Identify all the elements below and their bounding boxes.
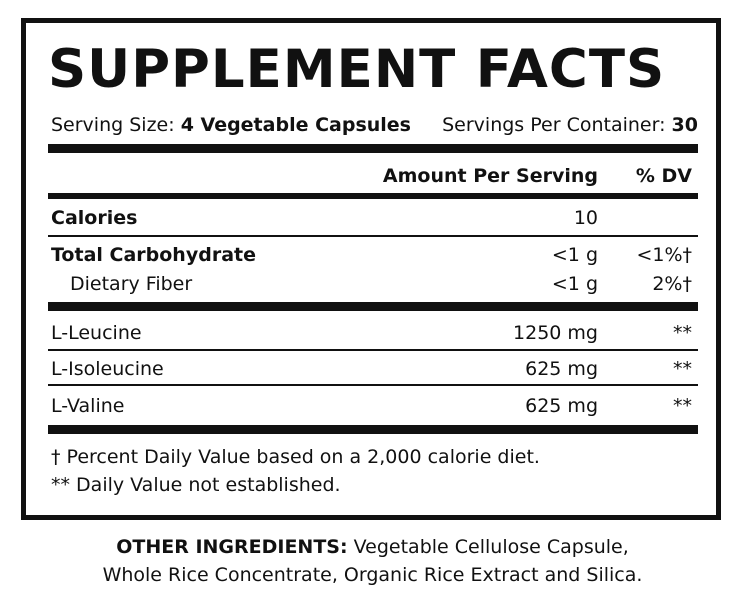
panel-title: SUPPLEMENT FACTS [48, 39, 666, 100]
divider-thin [48, 235, 698, 237]
row-amount: 625 mg [525, 358, 598, 380]
row-amount: <1 g [551, 244, 598, 266]
divider-thick [48, 144, 698, 153]
footnote-dv-not-established: ** Daily Value not established. [51, 474, 341, 496]
other-ingredients-line1: OTHER INGREDIENTS: Vegetable Cellulose C… [0, 534, 745, 560]
servings-per-container: Servings Per Container: 30 [442, 112, 698, 138]
row-amount: 10 [573, 207, 598, 229]
row-dv: ** [673, 358, 692, 380]
header-amount-per-serving: Amount Per Serving [382, 165, 598, 187]
row-label: Total Carbohydrate [51, 244, 256, 266]
footnote-percent-dv: † Percent Daily Value based on a 2,000 c… [51, 446, 540, 468]
divider-thick [48, 425, 698, 434]
serving-size-label: Serving Size: [51, 114, 175, 136]
row-label: Dietary Fiber [70, 273, 193, 295]
row-amount: 1250 mg [513, 322, 598, 344]
row-label: L-Leucine [51, 322, 142, 344]
row-dv: 2%† [652, 273, 692, 295]
row-label: L-Isoleucine [51, 358, 164, 380]
row-amount: 625 mg [525, 395, 598, 417]
divider-medium [48, 193, 698, 199]
row-label: Calories [51, 207, 138, 229]
servings-per-container-value: 30 [671, 114, 698, 136]
row-dv: ** [673, 395, 692, 417]
servings-per-container-label: Servings Per Container: [442, 114, 666, 136]
row-label: L-Valine [51, 395, 125, 417]
other-ingredients-label: OTHER INGREDIENTS: [116, 536, 348, 558]
divider-thick [48, 302, 698, 311]
other-ingredients-line2: Whole Rice Concentrate, Organic Rice Ext… [102, 564, 643, 586]
row-amount: <1 g [551, 273, 598, 295]
serving-size: Serving Size: 4 Vegetable Capsules [51, 112, 411, 138]
header-percent-dv: % DV [635, 165, 692, 187]
other-ingredients-text1: Vegetable Cellulose Capsule, [353, 536, 629, 558]
divider-thin [48, 349, 698, 351]
serving-info: Serving Size: 4 Vegetable Capsules Servi… [51, 112, 698, 138]
supplement-facts-panel: SUPPLEMENT FACTS Serving Size: 4 Vegetab… [21, 18, 721, 520]
row-dv: ** [673, 322, 692, 344]
divider-thin [48, 384, 698, 386]
row-dv: <1%† [636, 244, 692, 266]
serving-size-value: 4 Vegetable Capsules [180, 114, 411, 136]
